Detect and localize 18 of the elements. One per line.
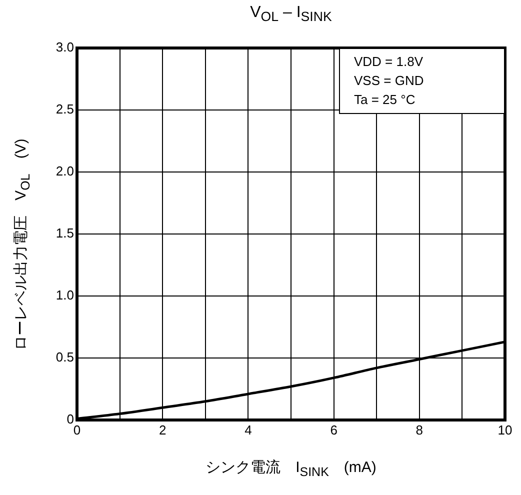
x-tick-label: 2 <box>158 422 166 438</box>
annotation: Ta = 25 °C <box>354 91 416 109</box>
y-tick-label: 3.0 <box>56 40 74 55</box>
y-tick-label: 2.5 <box>56 102 74 117</box>
chart-title: V$_{OL}$ – I$_{SINK}$ <box>249 4 333 24</box>
x-tick-label: 8 <box>416 422 424 438</box>
y-tick-label: 1.5 <box>56 226 74 241</box>
y-tick-label: 0.5 <box>56 350 74 365</box>
x-tick-label: 10 <box>498 422 512 438</box>
y-tick-label: 2.0 <box>56 164 74 179</box>
text: シンク電流 I$_{SINK}$ (mA) <box>206 459 376 479</box>
annotation: VDD = 1.8V <box>354 53 424 71</box>
y-tick-label: 1.0 <box>56 288 74 303</box>
conditions-box: VDD = 1.8V VSS = GND Ta = 25 °C <box>339 48 505 114</box>
y-tick-label: 0 <box>66 412 74 427</box>
annotation: VSS = GND <box>354 72 425 90</box>
x-tick-label: 6 <box>330 422 338 438</box>
x-tick-label: 4 <box>244 422 252 438</box>
